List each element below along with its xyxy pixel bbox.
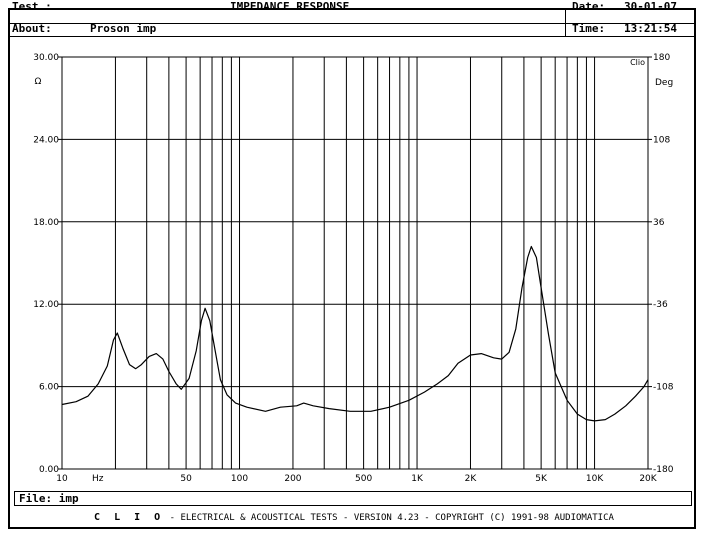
y2-tick-label: -108 [653,383,674,393]
impedance-curve [61,245,649,422]
header-row-test: Test : IMPEDANCE RESPONSE Date: 30-01-07 [12,1,696,13]
header-column-divider [565,10,566,36]
time-label: Time: [572,22,606,35]
x-unit-label: Hz [92,474,104,484]
header-divider [10,23,696,24]
test-label: Test : [12,0,52,13]
plot-area [61,56,649,470]
footer-banner: C L I O - ELECTRICAL & ACOUSTICAL TESTS … [0,512,708,524]
x-tick-label: 100 [231,474,248,484]
x-tick-label: 1K [411,474,424,484]
footer-text: - ELECTRICAL & ACOUSTICAL TESTS - VERSIO… [169,513,614,523]
time-value: 13:21:54 [624,22,677,35]
header-bottom-rule [10,36,696,37]
y2-tick-label: 180 [653,53,670,63]
y2-tick-label: 36 [653,218,665,228]
footer-brand: C L I O [94,512,165,523]
x-tick-label: 10K [586,474,604,484]
instrument-frame [8,8,696,529]
y2-unit-label: Deg [655,78,673,88]
file-value: imp [58,492,79,505]
y2-tick-label: 108 [653,135,670,145]
x-tick-label: 200 [284,474,301,484]
about-label: About: [12,22,52,35]
x-tick-label: 20K [639,474,657,484]
date-value: 30-01-07 [624,0,677,13]
x-tick-label: 10 [56,474,68,484]
chart-title: IMPEDANCE RESPONSE [230,0,350,13]
x-tick-label: 500 [355,474,372,484]
x-tick-label: 5K [535,474,548,484]
y-tick-label: 6.00 [39,383,59,393]
file-label: File: [19,492,53,505]
y2-tick-label: -36 [653,300,668,310]
y-tick-label: 12.00 [33,300,59,310]
y-unit-label: Ω [35,77,42,87]
y-tick-label: 18.00 [33,218,59,228]
y-tick-label: 24.00 [33,135,59,145]
header-row-about: About: Proson imp Time: 13:21:54 [12,23,696,35]
corner-mark: Clio [630,58,645,67]
y-tick-label: 0.00 [39,465,59,475]
y-tick-label: 30.00 [33,53,59,63]
x-tick-label: 2K [465,474,478,484]
about-value: Proson imp [90,22,157,35]
file-box: File: imp [14,491,692,506]
x-tick-label: 50 [180,474,192,484]
y2-tick-label: -180 [653,465,674,475]
date-label: Date: [572,0,606,13]
